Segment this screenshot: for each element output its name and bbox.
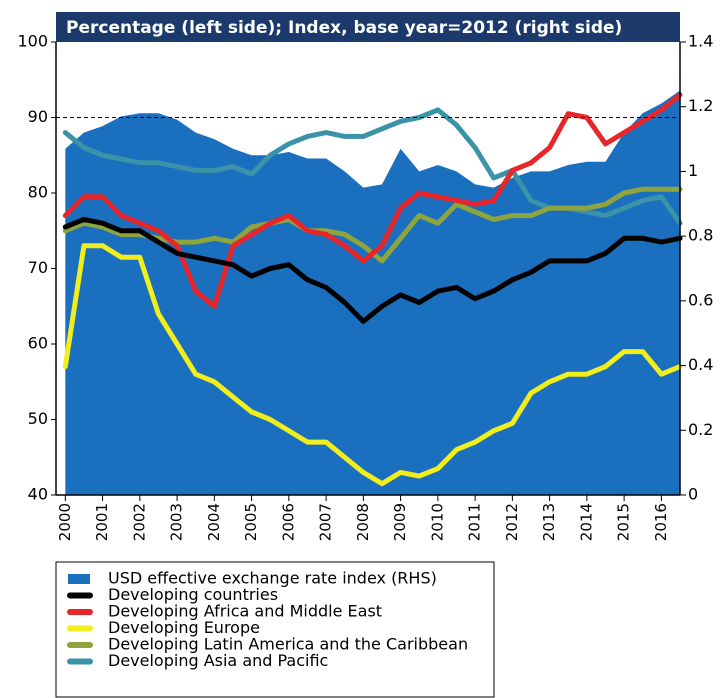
y-tick-label: 100 — [17, 32, 48, 51]
y2-tick-label: 0.4 — [688, 355, 713, 374]
x-tick-label: 2003 — [168, 503, 186, 541]
y-tick-label: 60 — [28, 334, 48, 353]
legend-box — [55, 561, 495, 698]
y2-tick-label: 0.8 — [688, 226, 713, 245]
area — [65, 90, 681, 495]
x-tick-label: 2012 — [503, 503, 521, 541]
legend-label: Developing Latin America and the Caribbe… — [108, 635, 468, 654]
x-tick-label: 2006 — [279, 503, 297, 541]
y-tick-label: 80 — [28, 183, 48, 202]
x-tick-label: 2013 — [540, 503, 558, 541]
legend-label: Developing Asia and Pacific — [108, 651, 328, 670]
x-tick-label: 2000 — [56, 503, 74, 541]
x-tick-label: 2001 — [93, 503, 111, 541]
y-tick-label: 50 — [28, 409, 48, 428]
x-tick-label: 2015 — [615, 503, 633, 541]
x-tick-label: 2014 — [577, 503, 595, 541]
x-tick-label: 2002 — [130, 503, 148, 541]
y2-tick-label: 1.2 — [688, 96, 713, 115]
x-tick-label: 2007 — [317, 503, 335, 541]
y2-tick-label: 1.4 — [688, 32, 713, 51]
line — [62, 243, 683, 487]
y2-tick-label: 0.6 — [688, 290, 713, 309]
y-tick-label: 90 — [28, 107, 48, 126]
y-tick-label: 40 — [28, 485, 48, 504]
x-tick-label: 2011 — [466, 503, 484, 541]
legend-label: USD effective exchange rate index (RHS) — [108, 569, 437, 588]
x-tick-label: 2016 — [652, 503, 670, 541]
title-bar — [56, 12, 680, 42]
plot-area — [62, 90, 683, 495]
y-tick-label: 70 — [28, 258, 48, 277]
legend-label: Developing Europe — [108, 618, 260, 637]
line — [62, 92, 683, 309]
x-tick-label: 2009 — [391, 503, 409, 541]
legend-label: Developing countries — [108, 585, 278, 604]
legend-label: Developing Africa and Middle East — [108, 602, 382, 621]
x-tick-label: 2004 — [205, 503, 223, 541]
x-tick-label: 2008 — [354, 503, 372, 541]
y2-tick-label: 1 — [688, 161, 698, 180]
x-tick-label: 2010 — [428, 503, 446, 541]
y2-tick-label: 0.2 — [688, 420, 713, 439]
x-tick-label: 2005 — [242, 503, 260, 541]
legend-swatch — [68, 574, 90, 584]
y2-tick-label: 0 — [688, 485, 698, 504]
line — [62, 216, 683, 324]
chart-title: Percentage (left side); Index, base year… — [66, 18, 622, 38]
